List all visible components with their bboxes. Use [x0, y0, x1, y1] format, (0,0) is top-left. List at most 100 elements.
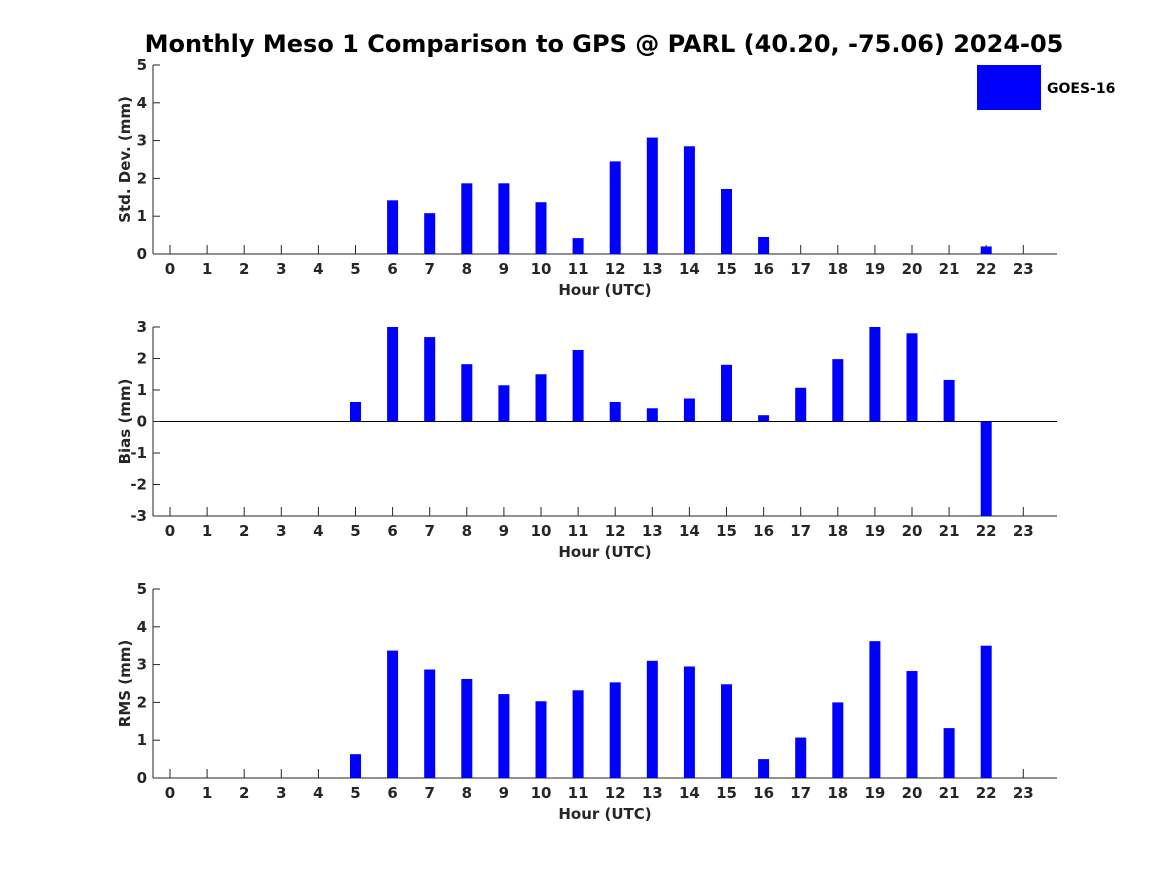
x-tick-label: 7 — [424, 522, 434, 540]
bar-hour-13 — [646, 408, 658, 422]
bar-hour-20 — [906, 671, 918, 778]
chart-title: Monthly Meso 1 Comparison to GPS @ PARL … — [145, 30, 1064, 58]
bar-hour-7 — [424, 669, 436, 778]
bar-hour-21 — [943, 728, 955, 778]
x-tick-label: 10 — [531, 522, 552, 540]
bar-hour-8 — [461, 183, 473, 254]
bar-hour-10 — [535, 701, 547, 778]
bar-hour-16 — [758, 759, 770, 778]
x-axis-label: Hour (UTC) — [558, 281, 651, 299]
x-tick-label: 21 — [939, 260, 960, 278]
x-tick-label: 11 — [568, 260, 589, 278]
bar-hour-7 — [424, 213, 436, 254]
x-tick-label: 18 — [827, 784, 848, 802]
x-tick-label: 12 — [605, 784, 626, 802]
x-tick-label: 1 — [202, 522, 212, 540]
x-tick-label: 9 — [499, 784, 509, 802]
x-tick-label: 23 — [1013, 522, 1034, 540]
x-tick-label: 23 — [1013, 784, 1034, 802]
bar-hour-22 — [980, 421, 992, 516]
x-tick-label: 1 — [202, 260, 212, 278]
y-axis-label: Bias (mm) — [116, 379, 134, 465]
bar-hour-15 — [721, 188, 732, 254]
bar-hour-10 — [535, 374, 547, 422]
bar-hour-5 — [350, 754, 361, 778]
x-tick-label: 3 — [276, 260, 286, 278]
bar-hour-17 — [795, 737, 807, 778]
legend-swatch — [977, 65, 1041, 110]
x-tick-label: 15 — [716, 260, 737, 278]
y-tick-label: 2 — [137, 350, 147, 368]
y-tick-label: 4 — [137, 618, 147, 636]
x-tick-label: 2 — [239, 260, 249, 278]
x-tick-label: 14 — [679, 522, 700, 540]
x-tick-label: 14 — [679, 784, 700, 802]
bar-hour-18 — [832, 702, 844, 778]
x-tick-label: 12 — [605, 522, 626, 540]
x-tick-label: 10 — [531, 784, 552, 802]
x-tick-label: 13 — [642, 522, 663, 540]
x-tick-label: 17 — [790, 260, 811, 278]
x-tick-label: 18 — [827, 522, 848, 540]
x-axis-label: Hour (UTC) — [558, 543, 651, 561]
x-tick-label: 10 — [531, 260, 552, 278]
x-tick-label: 9 — [499, 260, 509, 278]
x-tick-label: 1 — [202, 784, 212, 802]
x-tick-label: 18 — [827, 260, 848, 278]
bar-hour-8 — [461, 678, 473, 778]
x-tick-label: 17 — [790, 522, 811, 540]
x-tick-label: 21 — [939, 784, 960, 802]
x-tick-label: 0 — [165, 784, 175, 802]
bar-hour-22 — [980, 645, 992, 778]
x-tick-label: 20 — [902, 522, 923, 540]
bar-hour-15 — [721, 684, 732, 778]
x-tick-label: 21 — [939, 522, 960, 540]
x-tick-label: 16 — [753, 784, 774, 802]
x-tick-label: 19 — [864, 260, 885, 278]
bar-hour-18 — [832, 359, 844, 422]
y-tick-label: 3 — [137, 656, 147, 674]
x-tick-label: 7 — [424, 784, 434, 802]
x-tick-label: 8 — [462, 784, 472, 802]
bar-hour-5 — [350, 401, 361, 422]
x-tick-label: 22 — [976, 260, 997, 278]
y-tick-label: 5 — [137, 56, 147, 74]
bar-hour-16 — [758, 415, 770, 422]
bar-hour-12 — [609, 682, 621, 778]
y-axis-label: Std. Dev. (mm) — [116, 96, 134, 223]
x-tick-label: 5 — [350, 522, 360, 540]
x-tick-label: 5 — [350, 784, 360, 802]
bar-hour-6 — [387, 327, 399, 422]
y-tick-label: 4 — [137, 94, 147, 112]
x-tick-label: 19 — [864, 522, 885, 540]
y-axis-label: RMS (mm) — [116, 640, 134, 727]
x-tick-label: 16 — [753, 260, 774, 278]
x-tick-label: 11 — [568, 522, 589, 540]
x-tick-label: 12 — [605, 260, 626, 278]
x-tick-label: 4 — [313, 784, 323, 802]
y-tick-label: 5 — [137, 580, 147, 598]
x-tick-label: 9 — [499, 522, 509, 540]
legend-label: GOES-16 — [1047, 81, 1115, 97]
x-tick-label: 0 — [165, 260, 175, 278]
x-tick-label: 3 — [276, 522, 286, 540]
x-tick-label: 20 — [902, 260, 923, 278]
x-tick-label: 6 — [387, 260, 397, 278]
x-tick-label: 8 — [462, 522, 472, 540]
y-tick-label: 1 — [137, 381, 147, 399]
x-tick-label: 20 — [902, 784, 923, 802]
x-tick-label: 4 — [313, 260, 323, 278]
y-tick-label: 2 — [137, 693, 147, 711]
bar-hour-13 — [646, 137, 658, 254]
y-tick-label: 0 — [137, 413, 147, 431]
bar-hour-14 — [683, 398, 695, 422]
bar-hour-6 — [387, 650, 399, 778]
x-tick-label: 13 — [642, 260, 663, 278]
bar-hour-7 — [424, 337, 436, 422]
bar-hour-12 — [609, 401, 621, 422]
bar-hour-22 — [980, 246, 992, 254]
